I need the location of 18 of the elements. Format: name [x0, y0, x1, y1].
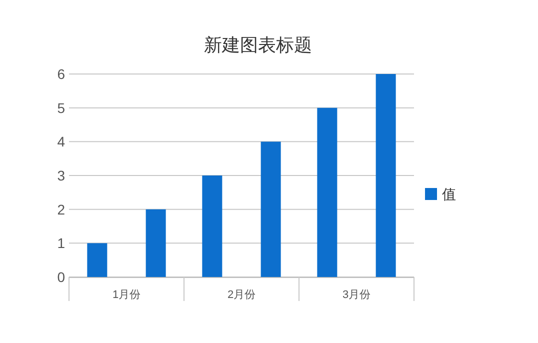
bar	[87, 243, 108, 277]
bar	[317, 108, 338, 277]
y-tick-label: 3	[57, 168, 66, 184]
x-tick-label: 1月份	[112, 289, 141, 301]
y-tick-label: 5	[57, 100, 66, 116]
x-tick-label: 3月份	[342, 289, 371, 301]
y-tick-label: 6	[57, 66, 66, 82]
y-tick-label: 0	[57, 269, 66, 285]
bar	[260, 142, 281, 277]
chart-title: 新建图表标题	[204, 35, 312, 55]
y-tick-label: 2	[57, 201, 66, 218]
legend-label: 值	[442, 186, 456, 202]
bar	[376, 74, 396, 277]
bar	[202, 176, 222, 277]
x-tick-label: 2月份	[227, 289, 256, 301]
y-tick-label: 4	[57, 134, 66, 150]
bar	[146, 209, 166, 277]
y-tick-label: 1	[57, 235, 66, 252]
